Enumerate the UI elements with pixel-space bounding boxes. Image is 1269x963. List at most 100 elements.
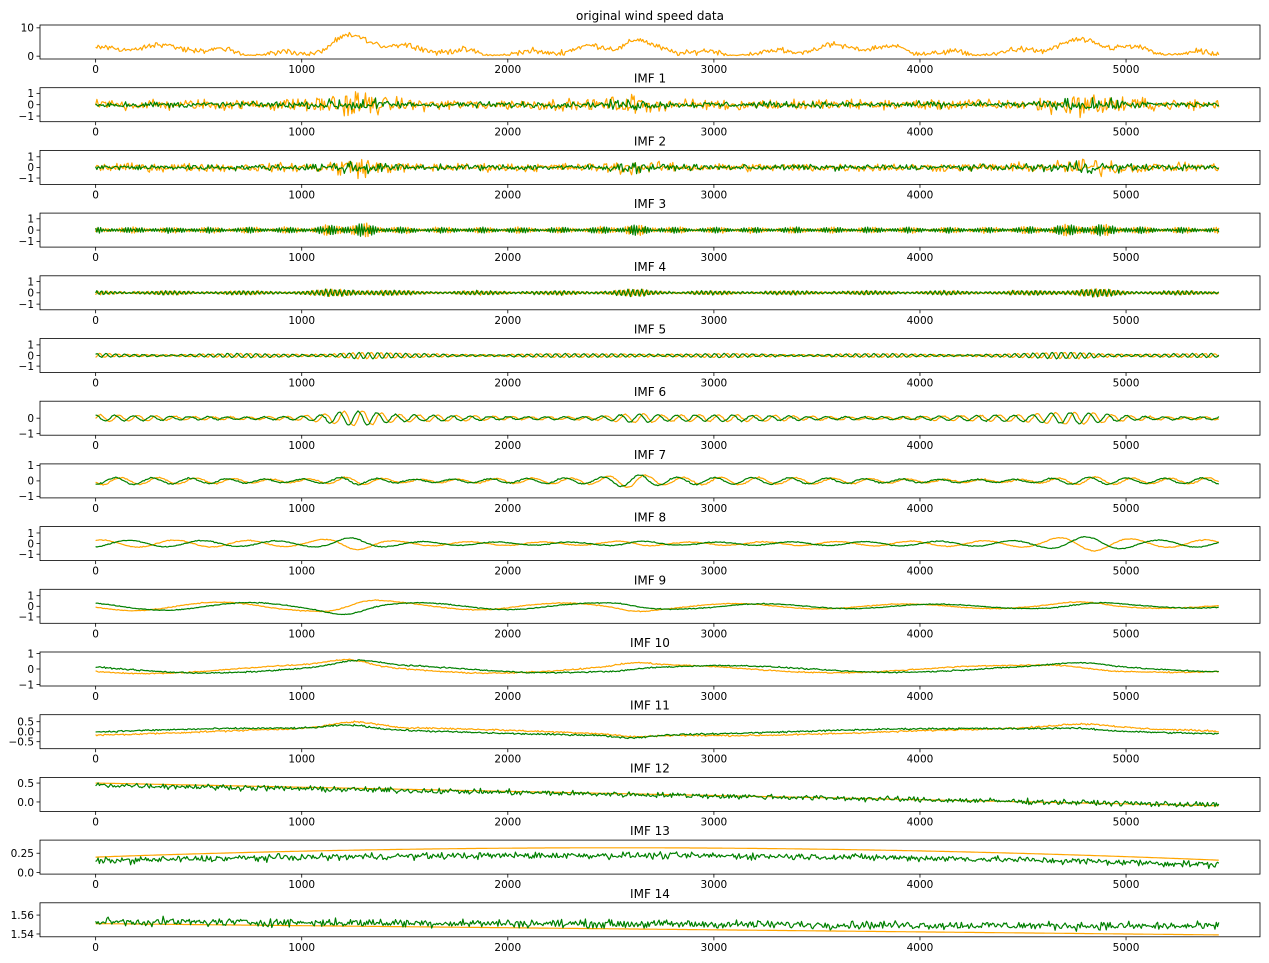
x-tick-label: 2000	[494, 754, 521, 766]
y-tick-label: 0	[27, 413, 34, 425]
subplot-title: IMF 2	[634, 134, 666, 148]
x-tick-label: 4000	[907, 754, 934, 766]
x-tick-label: 2000	[494, 691, 521, 703]
x-tick-label: 5000	[1113, 440, 1140, 452]
x-tick-label: 1000	[288, 189, 315, 201]
y-tick-label: −1	[19, 361, 34, 373]
subplot-13: IMF 13 0.25 0.0 0 1000 2000 3000 4000 5000	[11, 824, 1261, 891]
y-tick-label: 1	[27, 276, 34, 288]
subplot-title: IMF 3	[634, 197, 666, 211]
y-tick-label: 1.54	[11, 929, 35, 941]
x-tick-label: 3000	[701, 315, 728, 327]
subplot-title: IMF 6	[634, 385, 666, 399]
x-tick-label: 5000	[1113, 566, 1140, 578]
y-tick-label: 1	[27, 590, 34, 602]
x-tick-label: 3000	[701, 189, 728, 201]
series-line-0	[95, 474, 1220, 488]
x-tick-label: 5000	[1113, 691, 1140, 703]
y-tick-label: −1	[19, 549, 34, 561]
y-tick-label: 0	[27, 288, 34, 300]
x-tick-label: 5000	[1113, 315, 1140, 327]
x-tick-label: 1000	[288, 816, 315, 828]
series-line-1	[95, 601, 1219, 616]
y-tick-label: 0	[27, 225, 34, 237]
x-tick-label: 3000	[701, 942, 728, 954]
y-tick-label: 0	[27, 100, 34, 112]
subplot-title: IMF 4	[634, 260, 666, 274]
x-tick-label: 0	[92, 628, 99, 640]
series-line-1	[95, 351, 1220, 360]
subplot-title: IMF 14	[630, 887, 670, 901]
x-tick-label: 3000	[701, 691, 728, 703]
x-tick-label: 0	[92, 879, 99, 891]
x-tick-label: 4000	[907, 440, 934, 452]
x-tick-label: 2000	[494, 252, 521, 264]
y-tick-label: 1	[27, 88, 34, 100]
x-tick-label: 1000	[288, 628, 315, 640]
x-tick-label: 0	[92, 440, 99, 452]
y-tick-label: 1	[27, 528, 34, 540]
series-line-1	[95, 288, 1220, 298]
series-line-1	[95, 915, 1220, 932]
y-tick-label: 1.56	[11, 910, 35, 922]
x-tick-label: 1000	[288, 754, 315, 766]
x-tick-label: 1000	[288, 252, 315, 264]
y-tick-label: −1	[19, 111, 34, 123]
x-tick-label: 3000	[701, 628, 728, 640]
y-tick-label: 0.5	[17, 778, 34, 790]
x-tick-label: 2000	[494, 503, 521, 515]
subplot-title: IMF 10	[630, 636, 670, 650]
y-tick-label: 1	[27, 648, 34, 660]
x-tick-label: 5000	[1113, 127, 1140, 139]
x-tick-label: 2000	[494, 942, 521, 954]
x-tick-label: 0	[92, 378, 99, 390]
y-tick-label: 10	[21, 23, 34, 35]
subplot-title: IMF 7	[634, 448, 666, 462]
x-tick-label: 2000	[494, 378, 521, 390]
series-line-0	[95, 410, 1219, 427]
x-tick-label: 2000	[494, 879, 521, 891]
series-line-1	[95, 474, 1219, 488]
y-tick-label: 0	[27, 664, 34, 676]
y-tick-label: 1	[27, 340, 34, 352]
y-tick-label: −1	[19, 428, 34, 440]
x-tick-label: 3000	[701, 754, 728, 766]
x-tick-label: 0	[92, 942, 99, 954]
subplot-title: IMF 1	[634, 72, 666, 86]
subplot-title: IMF 11	[630, 699, 670, 713]
x-tick-label: 4000	[907, 566, 934, 578]
x-tick-label: 2000	[494, 440, 521, 452]
y-tick-label: 0.5	[17, 717, 34, 729]
axes-frame	[39, 24, 1261, 60]
x-tick-label: 3000	[701, 566, 728, 578]
subplot-6: IMF 6 −1 0 0 1000 2000 3000 4000 5000	[19, 385, 1261, 452]
series-line-1	[95, 659, 1219, 675]
subplot-11: IMF 11 0.50.0−0.5 0 1000 2000 3000 4000 5000	[9, 699, 1261, 766]
x-tick-label: 5000	[1113, 252, 1140, 264]
x-tick-label: 4000	[907, 691, 934, 703]
subplot-7: IMF 7 −1 0 1 0 1000 2000 3000 4000 5000	[19, 448, 1261, 515]
series-line-1	[95, 223, 1220, 237]
x-tick-label: 4000	[907, 378, 934, 390]
x-tick-label: 4000	[907, 189, 934, 201]
y-tick-label: 0	[27, 162, 34, 174]
axes-frame	[39, 839, 1261, 875]
x-tick-label: 0	[92, 127, 99, 139]
x-tick-label: 5000	[1113, 942, 1140, 954]
x-tick-label: 3000	[701, 440, 728, 452]
x-tick-label: 2000	[494, 64, 521, 76]
axes-frame	[39, 902, 1261, 938]
x-tick-label: 2000	[494, 189, 521, 201]
series-line-1	[95, 97, 1220, 111]
series-line-1	[95, 160, 1220, 175]
x-tick-label: 0	[92, 754, 99, 766]
y-tick-label: −1	[19, 679, 34, 691]
subplot-12: IMF 12 0.5 0.0 0 1000 2000 3000 4000 5000	[17, 761, 1261, 828]
x-tick-label: 4000	[907, 816, 934, 828]
x-tick-label: 3000	[701, 64, 728, 76]
